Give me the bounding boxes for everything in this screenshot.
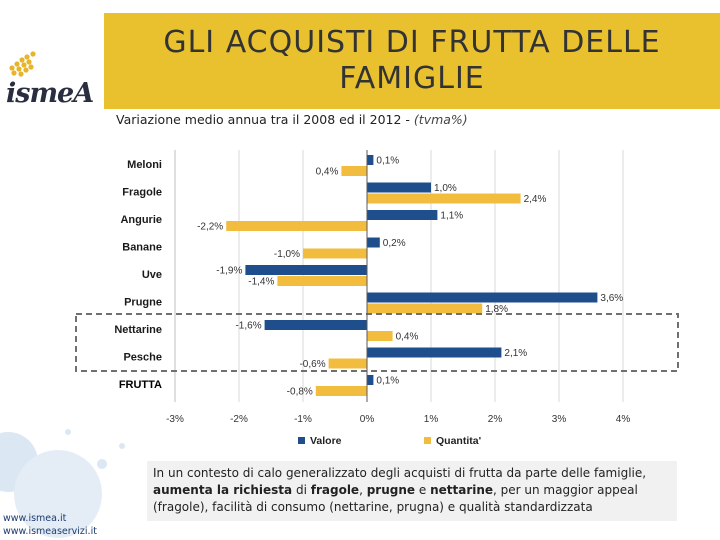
bar-quantita (328, 358, 367, 369)
caption-bold-fragole: fragole (310, 483, 360, 497)
bar-valore (264, 320, 367, 330)
bar-quantita (315, 386, 367, 396)
title-bar: GLI ACQUISTI DI FRUTTA DELLE FAMIGLIE (104, 13, 720, 109)
data-label: 0,1% (376, 376, 399, 387)
data-label: 2,1% (504, 348, 527, 359)
bar-quantita (367, 303, 483, 314)
caption-text-2: di (292, 483, 311, 497)
legend-swatch-valore (298, 437, 305, 444)
subtitle-text: Variazione medio annua tra il 2008 ed il… (116, 112, 410, 127)
page-title: GLI ACQUISTI DI FRUTTA DELLE FAMIGLIE (163, 25, 661, 96)
x-tick-label: 0% (360, 414, 375, 425)
caption-bold-1: aumenta la richiesta (153, 483, 293, 497)
x-tick-label: -2% (230, 414, 248, 425)
data-label: 0,4% (396, 332, 419, 343)
data-label: -1,4% (248, 277, 274, 288)
decorative-bubbles (0, 429, 125, 538)
caption-text-3: , (359, 483, 367, 497)
category-label: Prugne (124, 297, 162, 309)
data-label: -1,9% (216, 266, 242, 277)
data-label: -0,8% (287, 387, 313, 398)
category-label: Fragole (122, 187, 162, 199)
legend-label: Quantita' (436, 435, 481, 447)
data-label: -0,6% (299, 359, 325, 370)
bar-quantita (367, 331, 393, 341)
category-label: Uve (142, 269, 162, 281)
caption-box: In un contesto di calo generalizzato deg… (147, 461, 677, 521)
bar-valore (367, 292, 598, 303)
category-label: Pesche (123, 352, 162, 364)
data-label: -1,6% (235, 321, 261, 332)
data-label: 1,8% (485, 304, 508, 315)
x-tick-label: -1% (294, 414, 312, 425)
bar-quantita (367, 193, 521, 204)
logo-wordmark: ismeA (6, 78, 94, 109)
x-tick-label: 2% (488, 414, 503, 425)
footer-link-ismeaservizi[interactable]: www.ismeaservizi.it (3, 526, 97, 537)
caption-bold-prugne: prugne (366, 483, 416, 497)
bar-valore (245, 265, 367, 275)
data-label: 0,4% (316, 167, 339, 178)
bar-chart: -3% -2% -1% 0% 1% 2% 3% 4% Meloni 0,1% 0,4% Fragole… (75, 150, 679, 447)
data-label: -2,2% (197, 222, 223, 233)
x-tick-label: 3% (552, 414, 567, 425)
category-label: Angurie (120, 214, 162, 226)
footer-link-ismea[interactable]: www.ismea.it (3, 513, 67, 524)
bar-quantita (226, 221, 367, 231)
caption-text-5: , per un maggior appeal (fragole), facil… (153, 483, 638, 514)
data-label: 1,1% (440, 211, 463, 222)
data-label: 3,6% (600, 293, 623, 304)
caption-text-4: e (415, 483, 431, 497)
category-label: Meloni (127, 159, 162, 171)
bar-quantita (303, 248, 367, 259)
subtitle-unit: (tvma%) (409, 112, 468, 127)
highlight-box (75, 313, 679, 372)
category-label: Nettarine (114, 324, 162, 336)
legend-label: Valore (310, 435, 342, 447)
caption-bold-nettarine: nettarine (430, 483, 494, 497)
chart-subtitle: Variazione medio annua tra il 2008 ed il… (116, 112, 468, 127)
data-label: 1,0% (434, 183, 457, 194)
x-tick-label: -3% (166, 414, 184, 425)
ismea-logo-mark (9, 51, 36, 77)
bar-valore (367, 375, 374, 385)
legend-swatch-quantita (424, 437, 431, 444)
data-label: -1,0% (274, 249, 300, 260)
bar-valore (367, 155, 374, 165)
category-label: FRUTTA (119, 379, 162, 391)
caption-text-1: In un contesto di calo generalizzato deg… (153, 466, 647, 480)
data-label: 0,2% (383, 238, 406, 249)
data-label: 0,1% (376, 156, 399, 167)
bar-valore (367, 210, 438, 220)
bar-quantita (341, 166, 367, 176)
x-tick-label: 4% (616, 414, 631, 425)
data-label: 2,4% (524, 194, 547, 205)
bar-valore (367, 237, 380, 248)
category-label: Banane (122, 242, 162, 254)
bar-quantita (277, 276, 367, 286)
x-tick-label: 1% (424, 414, 439, 425)
bar-valore (367, 182, 431, 193)
bar-valore (367, 347, 502, 358)
